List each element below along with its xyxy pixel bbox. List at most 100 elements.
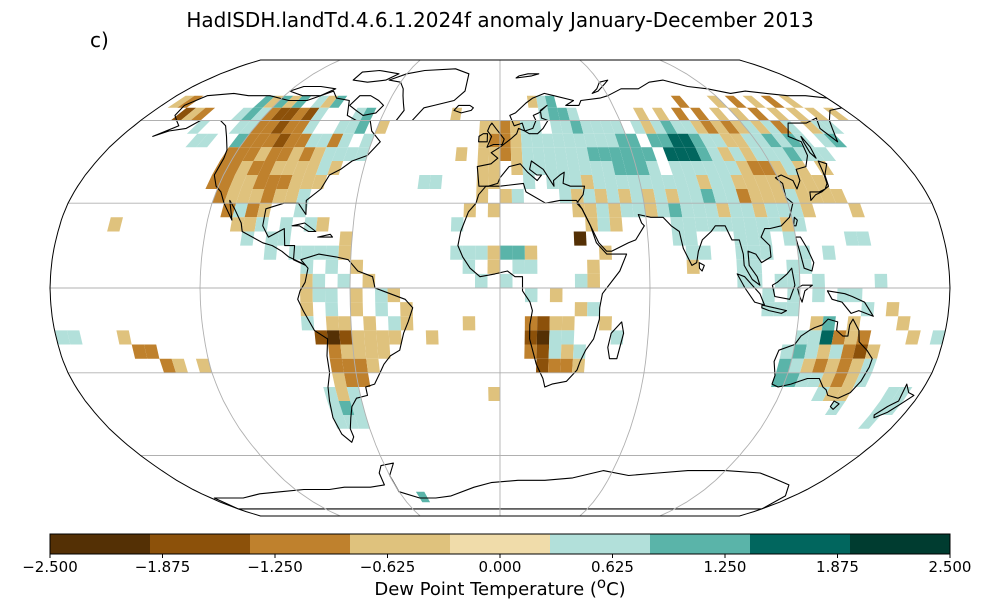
anomaly-cell — [749, 120, 772, 134]
anomaly-cell — [840, 344, 856, 359]
anomaly-cell — [706, 147, 724, 161]
anomaly-cell — [599, 120, 615, 134]
anomaly-cell — [811, 175, 830, 189]
anomaly-cell — [417, 175, 431, 189]
anomaly-cell — [362, 273, 376, 288]
anomaly-cell — [811, 387, 830, 401]
anomaly-cell — [476, 189, 489, 204]
anomaly-cell — [735, 161, 754, 175]
anomaly-cell — [270, 120, 291, 134]
anomaly-cell — [671, 231, 686, 246]
anomaly-cell — [760, 147, 781, 161]
anomaly-cell — [753, 175, 771, 189]
anomaly-cell — [500, 120, 511, 134]
anomaly-cell — [752, 203, 768, 218]
anomaly-cell — [525, 288, 538, 303]
anomaly-cell — [547, 107, 560, 121]
colorbar-tick-label: 0.625 — [591, 558, 634, 576]
colorbar-segment — [550, 534, 651, 554]
anomaly-cell — [673, 147, 691, 161]
anomaly-cell — [791, 344, 807, 359]
anomaly-cell — [280, 120, 301, 134]
map-title: HadISDH.landTd.4.6.1.2024f anomaly Janua… — [186, 8, 814, 32]
anomaly-cell — [837, 288, 850, 303]
anomaly-cell — [690, 161, 708, 175]
anomaly-cell — [679, 161, 696, 175]
anomaly-cell — [332, 372, 347, 387]
colorbar-tick-label: 0.000 — [478, 558, 522, 576]
coastline — [591, 79, 609, 94]
anomaly-cell — [574, 273, 588, 288]
anomaly-cell — [400, 302, 413, 317]
anomaly-cell — [310, 107, 330, 121]
anomaly-cell — [764, 203, 780, 218]
anomaly-cell — [738, 147, 758, 161]
anomaly-cell — [256, 203, 272, 218]
anomaly-cell — [559, 120, 574, 134]
anomaly-cell — [272, 95, 294, 108]
colorbar — [49, 533, 951, 558]
anomaly-cell — [291, 95, 312, 108]
anomaly-cell — [619, 147, 635, 161]
anomaly-cell — [455, 147, 468, 161]
anomaly-cell — [729, 133, 750, 148]
anomaly-cell — [586, 147, 601, 161]
anomaly-cell — [597, 147, 612, 161]
anomaly-cell — [829, 189, 848, 204]
anomaly-cell — [812, 288, 825, 303]
anomaly-cell — [684, 147, 702, 161]
anomaly-cell — [885, 302, 900, 317]
anomaly-cell — [556, 161, 570, 175]
anomaly-cell — [668, 161, 685, 175]
anomaly-cell — [462, 245, 476, 260]
anomaly-cell — [806, 372, 824, 387]
anomaly-cell — [561, 316, 575, 331]
anomaly-cell — [572, 203, 586, 218]
anomaly-cell — [338, 245, 352, 260]
anomaly-cell — [788, 175, 807, 189]
anomaly-cell — [784, 107, 810, 121]
anomaly-cell — [354, 415, 370, 429]
anomaly-cell — [569, 120, 584, 134]
anomaly-cell — [604, 133, 620, 148]
anomaly-cell — [131, 344, 148, 359]
anomaly-cell — [831, 330, 847, 345]
anomaly-cell — [816, 344, 832, 359]
anomaly-cell — [548, 358, 561, 373]
anomaly-cell — [819, 330, 835, 345]
anomaly-cell — [700, 189, 716, 204]
anomaly-cell — [582, 189, 596, 204]
coastlines — [152, 68, 915, 510]
anomaly-cell — [565, 147, 579, 161]
anomaly-cell — [253, 95, 276, 108]
anomaly-cell — [803, 107, 830, 121]
anomaly-cell — [236, 189, 253, 204]
colorbar-segment — [50, 534, 151, 554]
colorbar-tick-label: 2.500 — [928, 558, 972, 576]
anomaly-cell — [745, 231, 760, 246]
anomaly-cell — [261, 133, 281, 148]
anomaly-cell — [746, 161, 765, 175]
anomaly-cell — [822, 387, 842, 401]
colorbar-tick-label: −1.250 — [247, 558, 303, 576]
coastline — [809, 160, 830, 201]
anomaly-cell — [337, 133, 354, 148]
anomaly-cell — [315, 133, 333, 148]
anomaly-cell — [667, 133, 685, 148]
anomaly-cell — [476, 175, 489, 189]
anomaly-cell — [300, 288, 313, 303]
anomaly-cell — [594, 189, 608, 204]
anomaly-cell — [269, 161, 288, 175]
anomaly-cell — [319, 95, 339, 108]
anomaly-cell — [587, 302, 600, 317]
anomaly-cell — [54, 330, 71, 345]
anomaly-cell — [552, 133, 566, 148]
anomaly-cell — [554, 147, 568, 161]
anomaly-cell — [231, 147, 251, 161]
anomaly-cell — [315, 161, 332, 175]
colorbar-segment — [850, 534, 951, 554]
anomaly-cell — [566, 107, 580, 121]
colorbar-tick-label: 1.250 — [703, 558, 747, 576]
anomaly-cell — [450, 217, 464, 232]
anomaly-cell — [665, 189, 680, 204]
